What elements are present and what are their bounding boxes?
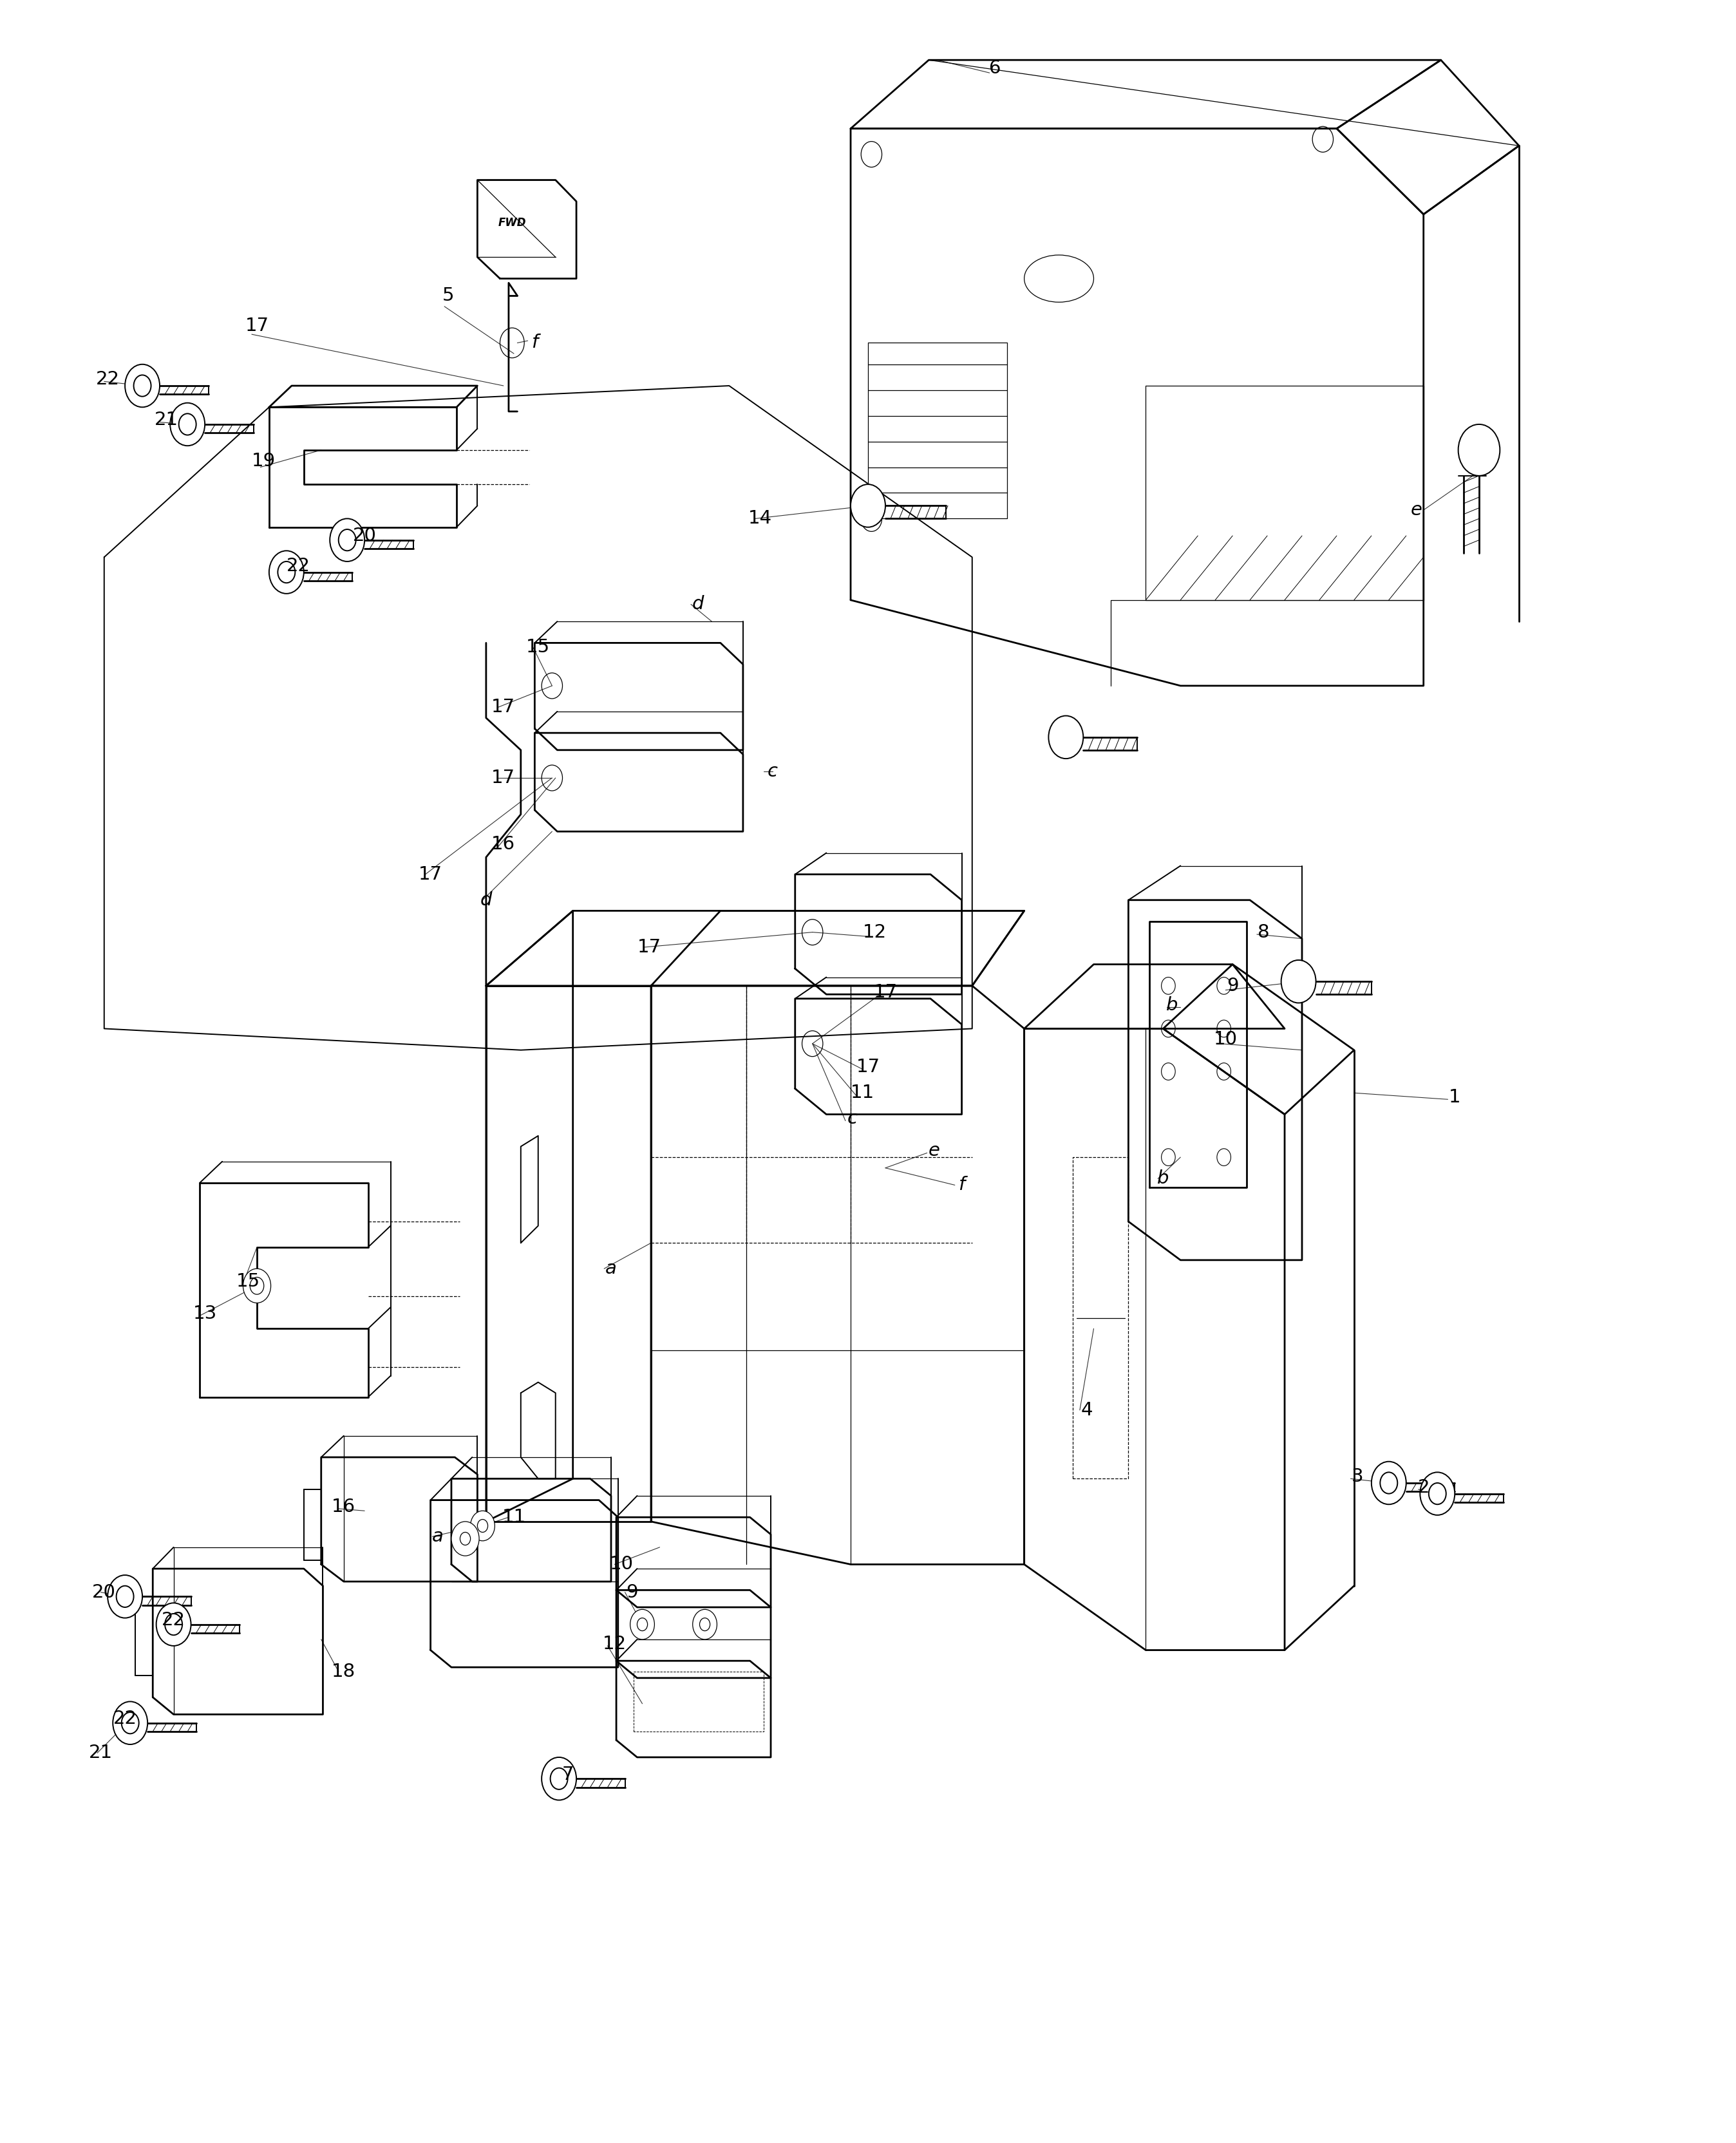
Text: 19: 19 <box>252 452 276 469</box>
Text: 22: 22 <box>286 557 311 574</box>
Text: 15: 15 <box>236 1273 260 1290</box>
Text: FWD: FWD <box>498 216 526 229</box>
Text: 17: 17 <box>418 866 443 883</box>
Text: f: f <box>531 334 538 351</box>
Text: f: f <box>958 1177 965 1194</box>
Circle shape <box>542 1757 576 1800</box>
Text: d: d <box>693 596 703 613</box>
Text: 20: 20 <box>92 1584 116 1601</box>
Text: c: c <box>847 1110 858 1127</box>
Text: b: b <box>1158 1170 1168 1187</box>
Text: 12: 12 <box>602 1635 627 1652</box>
Text: 21: 21 <box>155 411 179 429</box>
Text: 22: 22 <box>161 1612 186 1629</box>
Text: 17: 17 <box>856 1059 880 1076</box>
Circle shape <box>470 1511 495 1541</box>
Circle shape <box>1049 716 1083 759</box>
Circle shape <box>1420 1472 1455 1515</box>
Circle shape <box>156 1603 191 1646</box>
Text: 11: 11 <box>851 1084 875 1102</box>
Circle shape <box>269 551 304 594</box>
Text: 12: 12 <box>863 924 887 941</box>
Text: 1: 1 <box>1450 1089 1460 1106</box>
Text: 6: 6 <box>990 60 1000 77</box>
Text: 17: 17 <box>637 939 661 956</box>
Circle shape <box>1371 1462 1406 1504</box>
Circle shape <box>851 484 885 527</box>
Text: 9: 9 <box>627 1584 637 1601</box>
Text: 22: 22 <box>95 371 120 388</box>
Text: 10: 10 <box>609 1556 634 1573</box>
Text: 21: 21 <box>89 1744 113 1762</box>
Text: d: d <box>481 891 491 909</box>
Text: 17: 17 <box>491 699 516 716</box>
Text: 17: 17 <box>491 769 516 786</box>
Circle shape <box>113 1702 148 1744</box>
Circle shape <box>243 1269 271 1303</box>
Text: 3: 3 <box>1352 1468 1363 1485</box>
Text: 22: 22 <box>113 1710 137 1727</box>
Text: 16: 16 <box>491 836 516 853</box>
Circle shape <box>1281 960 1316 1003</box>
Text: 11: 11 <box>502 1509 526 1526</box>
Text: 20: 20 <box>352 527 377 544</box>
Text: 4: 4 <box>1082 1402 1092 1419</box>
Text: 17: 17 <box>245 317 269 334</box>
Text: 15: 15 <box>526 639 550 656</box>
Text: 9: 9 <box>1227 977 1238 994</box>
Text: 2: 2 <box>1418 1479 1429 1496</box>
Text: c: c <box>767 763 778 780</box>
Text: b: b <box>1167 996 1177 1014</box>
Text: a: a <box>432 1528 443 1545</box>
Text: 17: 17 <box>873 984 898 1001</box>
Text: 5: 5 <box>443 287 453 304</box>
Text: 18: 18 <box>332 1663 356 1680</box>
Circle shape <box>451 1522 479 1556</box>
Text: e: e <box>929 1142 939 1159</box>
Text: 7: 7 <box>562 1766 573 1783</box>
Circle shape <box>630 1609 654 1639</box>
Circle shape <box>693 1609 717 1639</box>
Circle shape <box>108 1575 142 1618</box>
Text: 13: 13 <box>193 1305 217 1322</box>
Text: 8: 8 <box>1259 924 1269 941</box>
Text: 10: 10 <box>1213 1031 1238 1048</box>
Circle shape <box>330 519 365 561</box>
Circle shape <box>125 364 160 407</box>
Circle shape <box>170 403 205 446</box>
Text: 16: 16 <box>332 1498 356 1515</box>
Circle shape <box>1458 424 1500 476</box>
Text: a: a <box>606 1260 616 1277</box>
Text: e: e <box>1411 501 1422 519</box>
Text: 14: 14 <box>748 510 773 527</box>
